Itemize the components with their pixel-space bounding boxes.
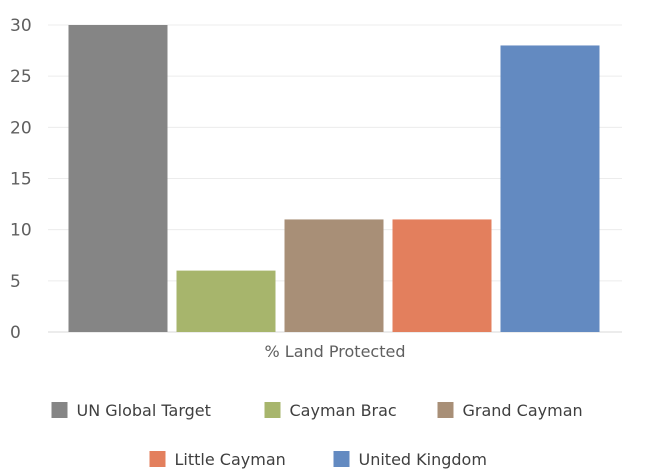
legend-swatch: [333, 451, 350, 467]
y-tick-label: 15: [10, 170, 32, 190]
y-tick-label: 20: [10, 118, 32, 138]
y-tick-label: 5: [10, 272, 21, 292]
bar-un-global-target[interactable]: [68, 25, 168, 332]
bar-united-kingdom[interactable]: [500, 45, 600, 332]
legend-item[interactable]: United Kingdom: [333, 450, 487, 469]
legend-swatch: [51, 402, 68, 418]
legend-item[interactable]: Little Cayman: [149, 450, 286, 469]
legend-item[interactable]: Cayman Brac: [264, 401, 397, 420]
legend-item[interactable]: UN Global Target: [51, 401, 211, 420]
legend-label: Grand Cayman: [463, 401, 583, 420]
bar-grand-cayman[interactable]: [284, 219, 384, 332]
legend-swatch: [149, 451, 166, 467]
bar-cayman-brac[interactable]: [176, 270, 276, 332]
legend-label: Little Cayman: [175, 450, 286, 469]
y-tick-label: 0: [10, 323, 21, 343]
legend-swatch: [437, 402, 454, 418]
x-category-label: % Land Protected: [265, 342, 406, 361]
legend: UN Global Target Cayman Brac Grand Cayman L…: [51, 401, 583, 469]
y-tick-label: 10: [10, 221, 32, 241]
legend-label: United Kingdom: [359, 450, 487, 469]
y-axis-tick-labels: 0 5 10 15 20 25 30: [10, 16, 32, 343]
legend-item[interactable]: Grand Cayman: [437, 401, 583, 420]
bars: [68, 25, 600, 332]
legend-swatch: [264, 402, 281, 418]
y-tick-label: 25: [10, 67, 32, 87]
bar-little-cayman[interactable]: [392, 219, 492, 332]
legend-label: UN Global Target: [77, 401, 211, 420]
x-axis-category-labels: % Land Protected: [265, 342, 406, 361]
legend-label: Cayman Brac: [290, 401, 397, 420]
y-tick-label: 30: [10, 16, 32, 36]
